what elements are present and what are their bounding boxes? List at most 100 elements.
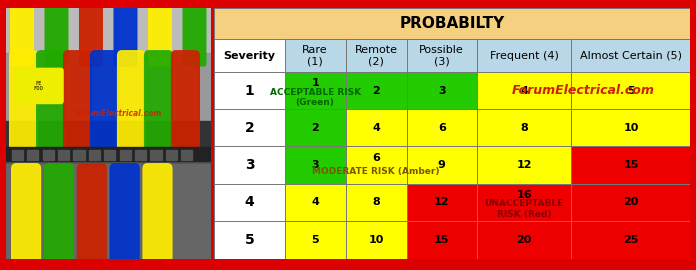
Text: ForumElectrical.com: ForumElectrical.com xyxy=(74,109,162,118)
FancyBboxPatch shape xyxy=(143,164,172,264)
Text: ACCEPTABLE RISK
(Green): ACCEPTABLE RISK (Green) xyxy=(269,88,361,107)
FancyBboxPatch shape xyxy=(110,164,139,264)
Bar xyxy=(571,39,690,72)
Bar xyxy=(6,53,211,121)
Text: 12: 12 xyxy=(516,160,532,170)
Bar xyxy=(58,150,69,160)
Text: 10: 10 xyxy=(623,123,639,133)
Bar xyxy=(285,39,346,72)
Text: 5: 5 xyxy=(244,233,254,247)
FancyBboxPatch shape xyxy=(149,6,171,66)
Text: 2: 2 xyxy=(244,121,254,135)
Bar xyxy=(135,150,146,160)
Text: 6: 6 xyxy=(372,153,380,163)
Bar xyxy=(477,109,571,146)
Bar xyxy=(285,146,346,184)
Text: Remote
(2): Remote (2) xyxy=(354,45,397,67)
Bar xyxy=(214,8,690,39)
Bar xyxy=(6,8,211,53)
Text: 15: 15 xyxy=(623,160,639,170)
Text: Frequent (4): Frequent (4) xyxy=(490,51,559,61)
FancyBboxPatch shape xyxy=(145,51,173,156)
Text: PROBABILTY: PROBABILTY xyxy=(400,16,505,31)
Text: 8: 8 xyxy=(520,123,528,133)
FancyBboxPatch shape xyxy=(37,51,64,156)
Bar xyxy=(406,221,477,259)
Text: 5: 5 xyxy=(311,235,319,245)
FancyBboxPatch shape xyxy=(118,51,145,156)
Text: FE
FOO: FE FOO xyxy=(33,80,43,91)
Text: UNACCEPTABLE
RISK (Red): UNACCEPTABLE RISK (Red) xyxy=(484,199,564,219)
FancyBboxPatch shape xyxy=(79,6,102,66)
Bar xyxy=(285,184,346,221)
Bar xyxy=(571,184,690,221)
Bar xyxy=(406,184,477,221)
Bar xyxy=(214,72,285,109)
Bar xyxy=(571,72,690,109)
Bar xyxy=(346,184,406,221)
Text: 12: 12 xyxy=(434,197,450,207)
Text: 6: 6 xyxy=(438,123,445,133)
Bar xyxy=(214,39,285,72)
Text: Rare
(1): Rare (1) xyxy=(302,45,328,67)
FancyBboxPatch shape xyxy=(10,51,38,156)
Text: 1: 1 xyxy=(311,78,319,88)
Bar xyxy=(6,147,211,161)
Text: 4: 4 xyxy=(372,123,380,133)
Text: 9: 9 xyxy=(438,160,445,170)
Text: 20: 20 xyxy=(516,235,532,245)
Text: 2: 2 xyxy=(372,86,380,96)
Text: Possible
(3): Possible (3) xyxy=(420,45,464,67)
Bar xyxy=(166,150,177,160)
Bar xyxy=(285,72,346,109)
Text: 4: 4 xyxy=(311,197,319,207)
Text: 15: 15 xyxy=(434,235,450,245)
Bar xyxy=(346,72,406,109)
Bar xyxy=(285,109,346,146)
Bar xyxy=(477,146,571,184)
Text: 20: 20 xyxy=(623,197,639,207)
FancyBboxPatch shape xyxy=(14,68,63,103)
Bar xyxy=(285,221,346,259)
FancyBboxPatch shape xyxy=(172,51,199,156)
Text: Severity: Severity xyxy=(223,51,276,61)
Bar xyxy=(477,39,571,72)
Bar xyxy=(181,150,192,160)
Bar xyxy=(214,146,285,184)
Bar xyxy=(571,146,690,184)
Text: 10: 10 xyxy=(368,235,383,245)
Bar xyxy=(104,150,116,160)
Text: 3: 3 xyxy=(245,158,254,172)
Text: 25: 25 xyxy=(623,235,639,245)
Bar xyxy=(6,164,211,259)
FancyBboxPatch shape xyxy=(10,6,33,66)
Bar xyxy=(214,184,285,221)
Bar xyxy=(346,146,406,184)
Text: 1: 1 xyxy=(244,84,254,98)
Bar xyxy=(477,72,571,109)
Bar xyxy=(406,39,477,72)
FancyBboxPatch shape xyxy=(12,164,40,264)
Text: 3: 3 xyxy=(438,86,445,96)
Bar xyxy=(346,39,406,72)
Bar xyxy=(42,150,54,160)
Bar xyxy=(12,150,23,160)
Bar xyxy=(6,121,211,149)
Text: ForumElectrical.com: ForumElectrical.com xyxy=(512,84,655,97)
Text: 8: 8 xyxy=(372,197,380,207)
FancyBboxPatch shape xyxy=(45,6,68,66)
Text: 2: 2 xyxy=(311,123,319,133)
Bar xyxy=(477,221,571,259)
FancyBboxPatch shape xyxy=(63,51,91,156)
Bar xyxy=(346,109,406,146)
Bar xyxy=(150,150,161,160)
Text: 4: 4 xyxy=(520,86,528,96)
Text: 4: 4 xyxy=(244,195,254,209)
Text: 16: 16 xyxy=(516,190,532,200)
Bar xyxy=(477,184,571,221)
Text: 3: 3 xyxy=(311,160,319,170)
Bar xyxy=(88,150,100,160)
Bar xyxy=(27,150,38,160)
Bar xyxy=(571,221,690,259)
Bar xyxy=(406,146,477,184)
